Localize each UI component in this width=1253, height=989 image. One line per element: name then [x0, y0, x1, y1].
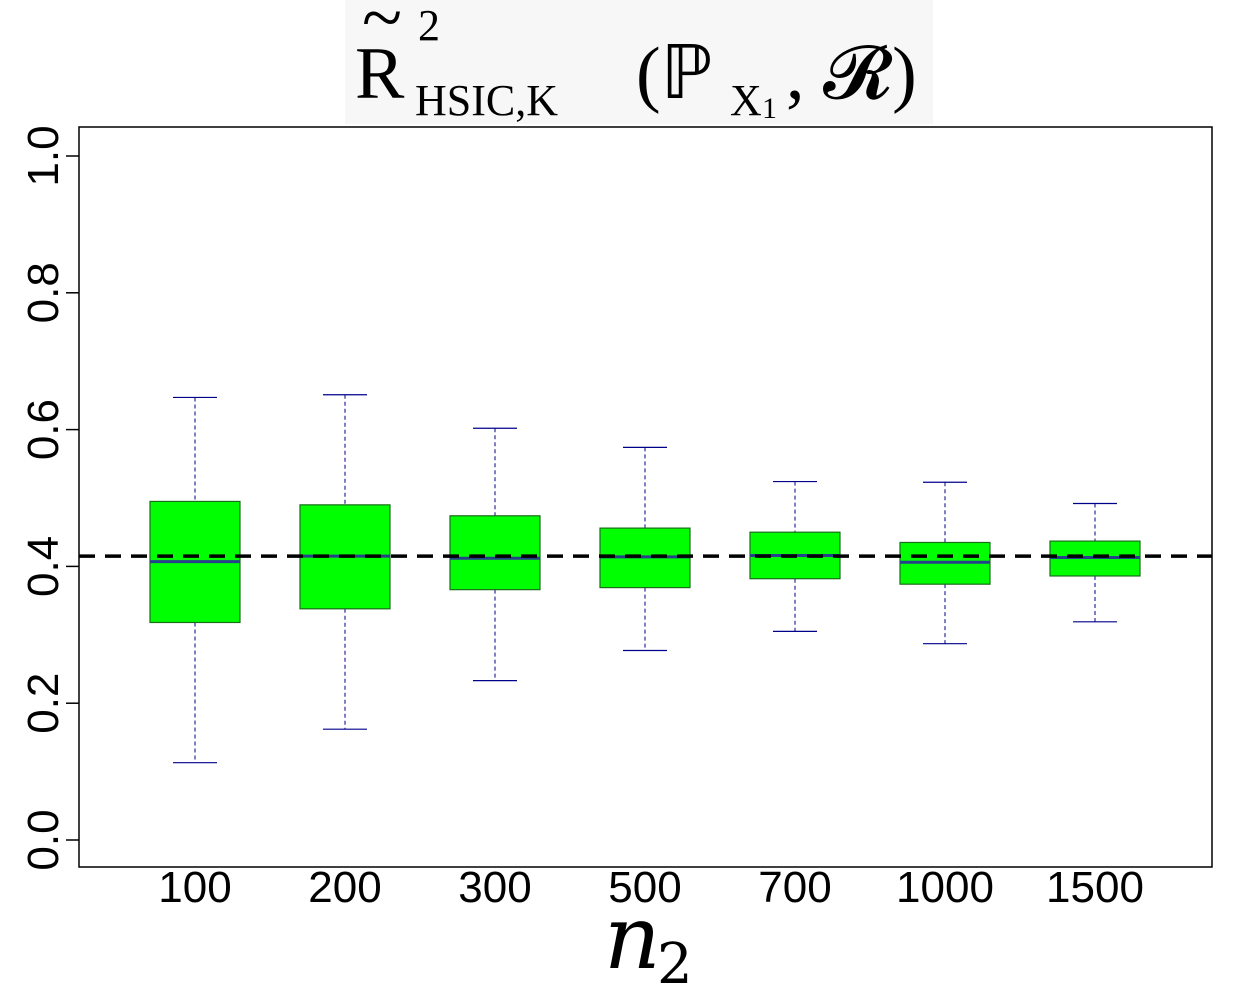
box-500	[599, 446, 691, 652]
y-axis: 0.0 0.2 0.4 0.6 0.8 1.0	[19, 125, 79, 871]
box-200	[299, 394, 391, 730]
boxes-layer	[149, 394, 1141, 764]
title-args: (ℙ	[636, 33, 713, 115]
title-arg-sub-index: 1	[762, 92, 777, 125]
box-300	[449, 427, 541, 682]
x-tick-label: 700	[758, 863, 831, 912]
y-tick-label: 0.8	[19, 262, 68, 323]
x-axis-tick-labels: 100 200 300 500 700 1000 1500	[158, 863, 1144, 912]
y-tick-label: 0.2	[19, 673, 68, 734]
x-tick-label: 500	[608, 863, 681, 912]
title-subscript: HSIC,K	[415, 76, 558, 125]
title-args-rest: , 𝓡)	[786, 33, 917, 115]
x-axis-label: n 2	[604, 886, 693, 989]
x-tick-label: 300	[458, 863, 531, 912]
title-accent: ~	[362, 0, 402, 59]
title-background	[345, 0, 933, 124]
box-100	[149, 396, 241, 764]
title-superscript: 2	[418, 1, 440, 50]
x-tick-label: 1500	[1046, 863, 1144, 912]
x-tick-label: 200	[308, 863, 381, 912]
x-tick-label: 1000	[896, 863, 994, 912]
box-1500	[1049, 502, 1141, 623]
x-axis-label-subscript: 2	[657, 932, 693, 989]
box-1000	[899, 481, 991, 645]
title-symbol: R	[355, 33, 405, 115]
x-tick-label: 100	[158, 863, 231, 912]
x-axis-label-main: n	[604, 886, 661, 989]
y-tick-label: 1.0	[19, 125, 68, 186]
title-arg-sub: X	[730, 76, 762, 125]
y-tick-label: 0.0	[19, 809, 68, 870]
chart-title: ~ R 2 HSIC,K (ℙ X 1 , 𝓡)	[355, 0, 917, 125]
y-tick-label: 0.6	[19, 399, 68, 460]
iqr-box	[449, 515, 541, 591]
plot-frame	[78, 126, 1213, 868]
y-tick-label: 0.4	[19, 536, 68, 597]
